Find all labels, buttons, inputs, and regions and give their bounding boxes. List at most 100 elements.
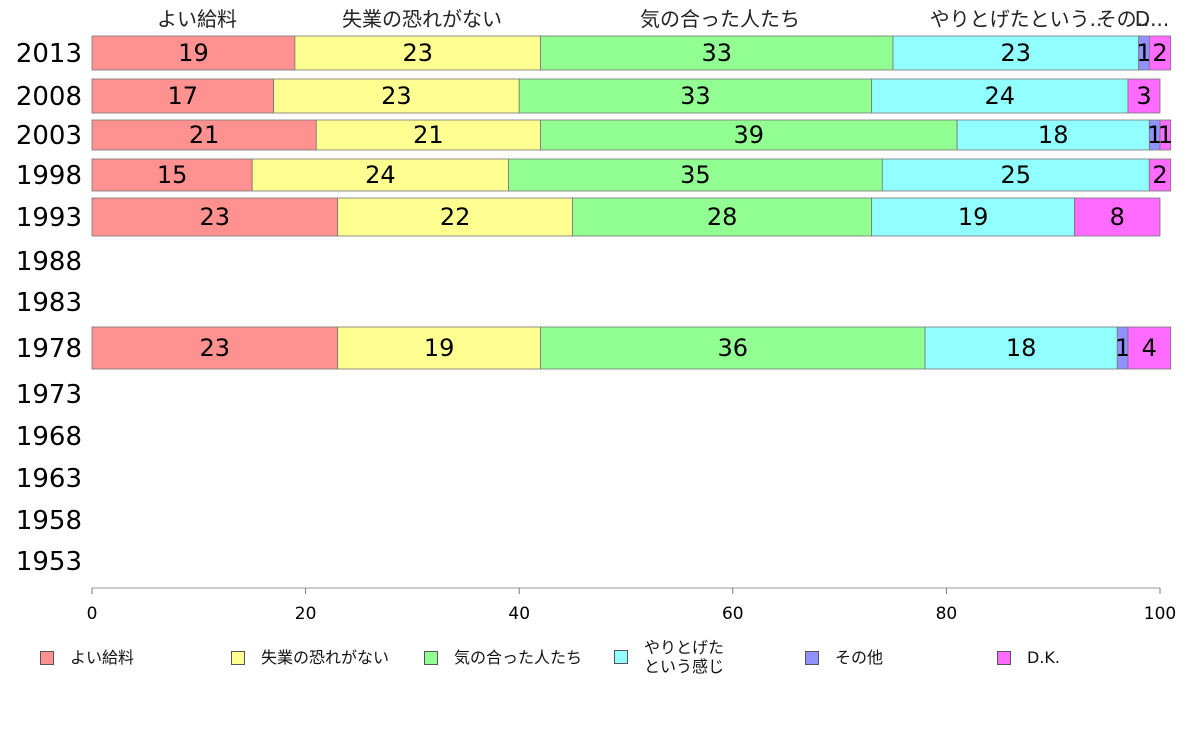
year-label: 1953 bbox=[16, 547, 82, 577]
legend-label: よい給料 bbox=[70, 648, 135, 667]
legend-item: その他 bbox=[805, 648, 883, 667]
legend-swatch bbox=[231, 650, 245, 665]
bar-segment bbox=[540, 326, 926, 370]
bar-value-label: 1 bbox=[1136, 39, 1151, 67]
year-label: 2008 bbox=[16, 82, 82, 112]
bar-value-label: 18 bbox=[1006, 334, 1037, 362]
bar-value-label: 8 bbox=[1110, 203, 1125, 231]
bar-value-label: 19 bbox=[958, 203, 989, 231]
bar-value-label: 23 bbox=[402, 39, 433, 67]
bar-segment bbox=[871, 78, 1129, 114]
bar-segment bbox=[91, 78, 274, 114]
bar-segment bbox=[337, 326, 541, 370]
bar-value-label: 23 bbox=[1001, 39, 1032, 67]
bar-value-label: 22 bbox=[440, 203, 471, 231]
year-label: 2013 bbox=[16, 39, 82, 69]
x-tick-label: 100 bbox=[1144, 604, 1176, 624]
bar-segment bbox=[251, 158, 509, 192]
column-header-coworkers: 気の合った人たち bbox=[640, 7, 800, 31]
bar-segment bbox=[508, 158, 883, 192]
bar-value-label: 28 bbox=[707, 203, 738, 231]
bar-value-label: 17 bbox=[168, 82, 199, 110]
year-label: 1978 bbox=[16, 334, 82, 364]
bar-value-label: 4 bbox=[1142, 334, 1157, 362]
bar-segment bbox=[91, 197, 339, 237]
year-label: 1998 bbox=[16, 161, 82, 191]
year-label: 1973 bbox=[16, 380, 82, 410]
bar-value-label: 2 bbox=[1152, 39, 1167, 67]
legend-item: 気の合った人たち bbox=[424, 648, 582, 667]
bar-value-label: 24 bbox=[985, 82, 1016, 110]
legend: よい給料 失業の恐れがない 気の合った人たち やりとげた という感じ その他 D.K. bbox=[0, 634, 1188, 684]
legend-label: その他 bbox=[835, 648, 884, 667]
column-header-other: その.. bbox=[1097, 7, 1150, 31]
bar-value-label: 1 bbox=[1147, 121, 1162, 149]
x-tick-label: 40 bbox=[508, 604, 530, 624]
bar-value-label: 19 bbox=[178, 39, 209, 67]
bar-value-label: 23 bbox=[200, 334, 231, 362]
column-header-salary: よい給料 bbox=[157, 7, 237, 31]
bar-segment bbox=[294, 35, 541, 71]
bar-segment bbox=[91, 326, 339, 370]
bar-value-label: 1 bbox=[1115, 334, 1130, 362]
x-tick-label: 20 bbox=[295, 604, 317, 624]
column-header-job-security: 失業の恐れがない bbox=[342, 7, 502, 31]
bar-segment bbox=[91, 119, 317, 151]
legend-swatch bbox=[997, 650, 1011, 665]
legend-label: 気の合った人たち bbox=[454, 648, 583, 667]
bar-segment bbox=[1127, 78, 1161, 114]
year-label: 1983 bbox=[16, 288, 82, 318]
bar-value-label: 39 bbox=[734, 121, 765, 149]
bar-value-label: 21 bbox=[189, 121, 220, 149]
bar-segment bbox=[1148, 35, 1172, 71]
stacked-bar-chart: よい給料 失業の恐れがない 気の合った人たち やりとげたという.. その.. D… bbox=[16, 7, 1176, 624]
column-header-achievement: やりとげたという.. bbox=[930, 7, 1103, 31]
bar-value-label: 24 bbox=[365, 161, 396, 189]
bar-value-label: 35 bbox=[680, 161, 711, 189]
bar-value-label: 23 bbox=[381, 82, 412, 110]
bar-value-label: 15 bbox=[157, 161, 188, 189]
year-label: 1988 bbox=[16, 247, 82, 277]
bar-segment bbox=[540, 35, 894, 71]
year-label: 1968 bbox=[16, 422, 82, 452]
x-tick-label: 0 bbox=[87, 604, 98, 624]
x-axis: 0 20 40 60 80 100 bbox=[87, 587, 1176, 624]
bar-segment bbox=[273, 78, 520, 114]
legend-label: やりとげた という感じ bbox=[644, 638, 725, 676]
bar-value-label: 33 bbox=[680, 82, 711, 110]
bar-segment bbox=[871, 197, 1075, 237]
bar-value-label: 19 bbox=[424, 334, 455, 362]
year-label: 1993 bbox=[16, 203, 82, 233]
bar-segment bbox=[881, 158, 1150, 192]
legend-item: D.K. bbox=[997, 648, 1060, 667]
bar-value-label: 3 bbox=[1136, 82, 1151, 110]
bar-value-label: 1 bbox=[1158, 121, 1173, 149]
bar-segment bbox=[1074, 197, 1161, 237]
x-tick-label: 60 bbox=[722, 604, 744, 624]
legend-label: 失業の恐れがない bbox=[261, 648, 390, 667]
bar-value-label: 21 bbox=[413, 121, 444, 149]
year-label: 2003 bbox=[16, 121, 82, 151]
bar-segment bbox=[1127, 326, 1172, 370]
legend-label: D.K. bbox=[1027, 648, 1060, 667]
bar-segment bbox=[540, 119, 958, 151]
year-label: 1963 bbox=[16, 464, 82, 494]
legend-item: やりとげた という感じ bbox=[614, 638, 724, 676]
bar-segment bbox=[91, 158, 253, 192]
legend-swatch bbox=[40, 650, 54, 665]
bar-segment bbox=[1148, 158, 1172, 192]
bar-value-label: 25 bbox=[1001, 161, 1032, 189]
bar-value-label: 23 bbox=[200, 203, 231, 231]
bar-segment bbox=[892, 35, 1140, 71]
year-label: 1958 bbox=[16, 506, 82, 536]
bar-value-label: 33 bbox=[702, 39, 733, 67]
legend-swatch bbox=[805, 650, 819, 665]
bar-segment bbox=[91, 35, 296, 71]
y-axis-labels: 2013 2008 2003 1998 1993 1988 1983 1978 1973 1968… bbox=[16, 39, 82, 577]
legend-swatch bbox=[424, 650, 438, 665]
bar-value-label: 36 bbox=[718, 334, 749, 362]
column-header-dk: D... bbox=[1135, 7, 1169, 31]
legend-swatch bbox=[614, 650, 628, 664]
legend-item: 失業の恐れがない bbox=[231, 648, 389, 667]
bar-value-label: 2 bbox=[1152, 161, 1167, 189]
